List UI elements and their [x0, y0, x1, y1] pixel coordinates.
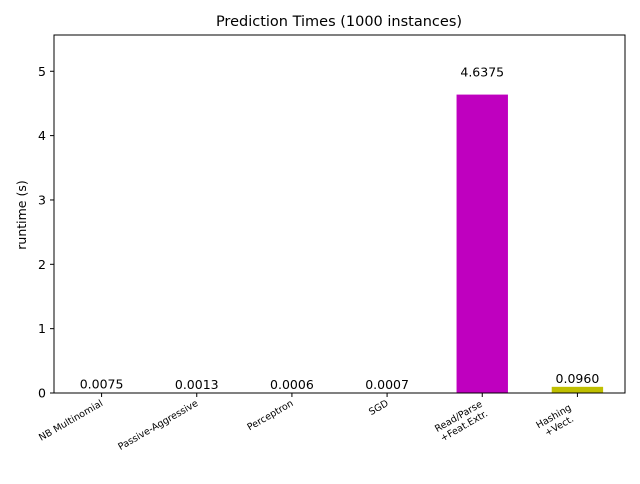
bar-value-label: 0.0960: [556, 371, 600, 386]
bar: [552, 387, 603, 393]
bar-value-label: 0.0006: [270, 377, 314, 392]
y-axis-label: runtime (s): [14, 180, 29, 249]
bar: [457, 95, 508, 393]
y-tick-label: 1: [38, 321, 46, 336]
y-tick-label: 4: [38, 128, 46, 143]
bar-value-label: 4.6375: [460, 65, 504, 80]
y-tick-label: 5: [38, 64, 46, 79]
bar-value-label: 0.0075: [80, 377, 124, 392]
y-tick-label: 2: [38, 257, 46, 272]
chart-title: Prediction Times (1000 instances): [216, 14, 462, 30]
bar-value-label: 0.0013: [175, 377, 219, 392]
y-tick-label: 3: [38, 192, 46, 207]
bar-value-label: 0.0007: [365, 377, 409, 392]
y-tick-label: 0: [38, 386, 46, 401]
